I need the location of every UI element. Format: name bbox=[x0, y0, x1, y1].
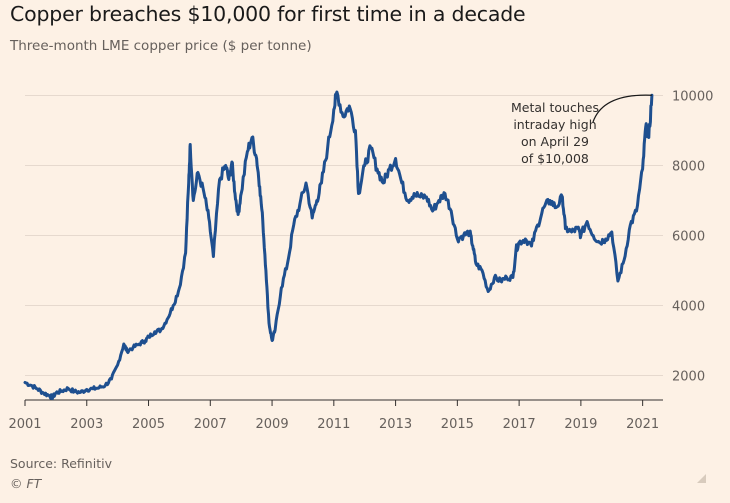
series-layer bbox=[23, 90, 654, 401]
x-tick-label: 2021 bbox=[626, 417, 659, 432]
annotation-line: intraday high bbox=[513, 117, 596, 132]
chart-subtitle: Three-month LME copper price ($ per tonn… bbox=[10, 38, 312, 54]
x-tick-label: 2015 bbox=[441, 417, 474, 432]
chart-title: Copper breaches $10,000 for first time i… bbox=[10, 2, 526, 26]
y-tick-labels: 2000 4000 6000 8000 10000 bbox=[672, 90, 713, 385]
y-tick-label: 10000 bbox=[672, 90, 713, 105]
grid-layer bbox=[25, 95, 663, 401]
y-tick-label: 6000 bbox=[672, 230, 705, 245]
annotation-line: Metal touches bbox=[511, 100, 599, 115]
annotation-line: of $10,008 bbox=[521, 151, 589, 166]
annotation-layer: Metal touches intraday high on April 29 of … bbox=[511, 94, 652, 166]
annotation-line: on April 29 bbox=[521, 134, 589, 149]
ft-credit: © FT bbox=[10, 476, 42, 491]
series-line bbox=[23, 90, 654, 401]
x-tick-label: 2013 bbox=[379, 417, 412, 432]
y-tick-label: 8000 bbox=[672, 160, 705, 175]
source-note: Source: Refinitiv bbox=[10, 456, 112, 471]
x-tick-label: 2011 bbox=[317, 417, 350, 432]
x-tick-label: 2003 bbox=[70, 417, 103, 432]
x-tick-label: 2019 bbox=[564, 417, 597, 432]
annotation-connector bbox=[592, 94, 652, 123]
x-tick-label: 2017 bbox=[503, 417, 536, 432]
y-tick-label: 4000 bbox=[672, 300, 705, 315]
x-tick-label: 2009 bbox=[256, 417, 289, 432]
x-tick-label: 2007 bbox=[194, 417, 227, 432]
corner-resize-icon bbox=[697, 474, 706, 483]
x-tick-labels: 2001 2003 2005 2007 2009 2011 2013 2015 2017 2019… bbox=[8, 400, 659, 432]
x-tick-label: 2001 bbox=[8, 417, 41, 432]
x-tick-label: 2005 bbox=[132, 417, 165, 432]
y-tick-label: 2000 bbox=[672, 370, 705, 385]
